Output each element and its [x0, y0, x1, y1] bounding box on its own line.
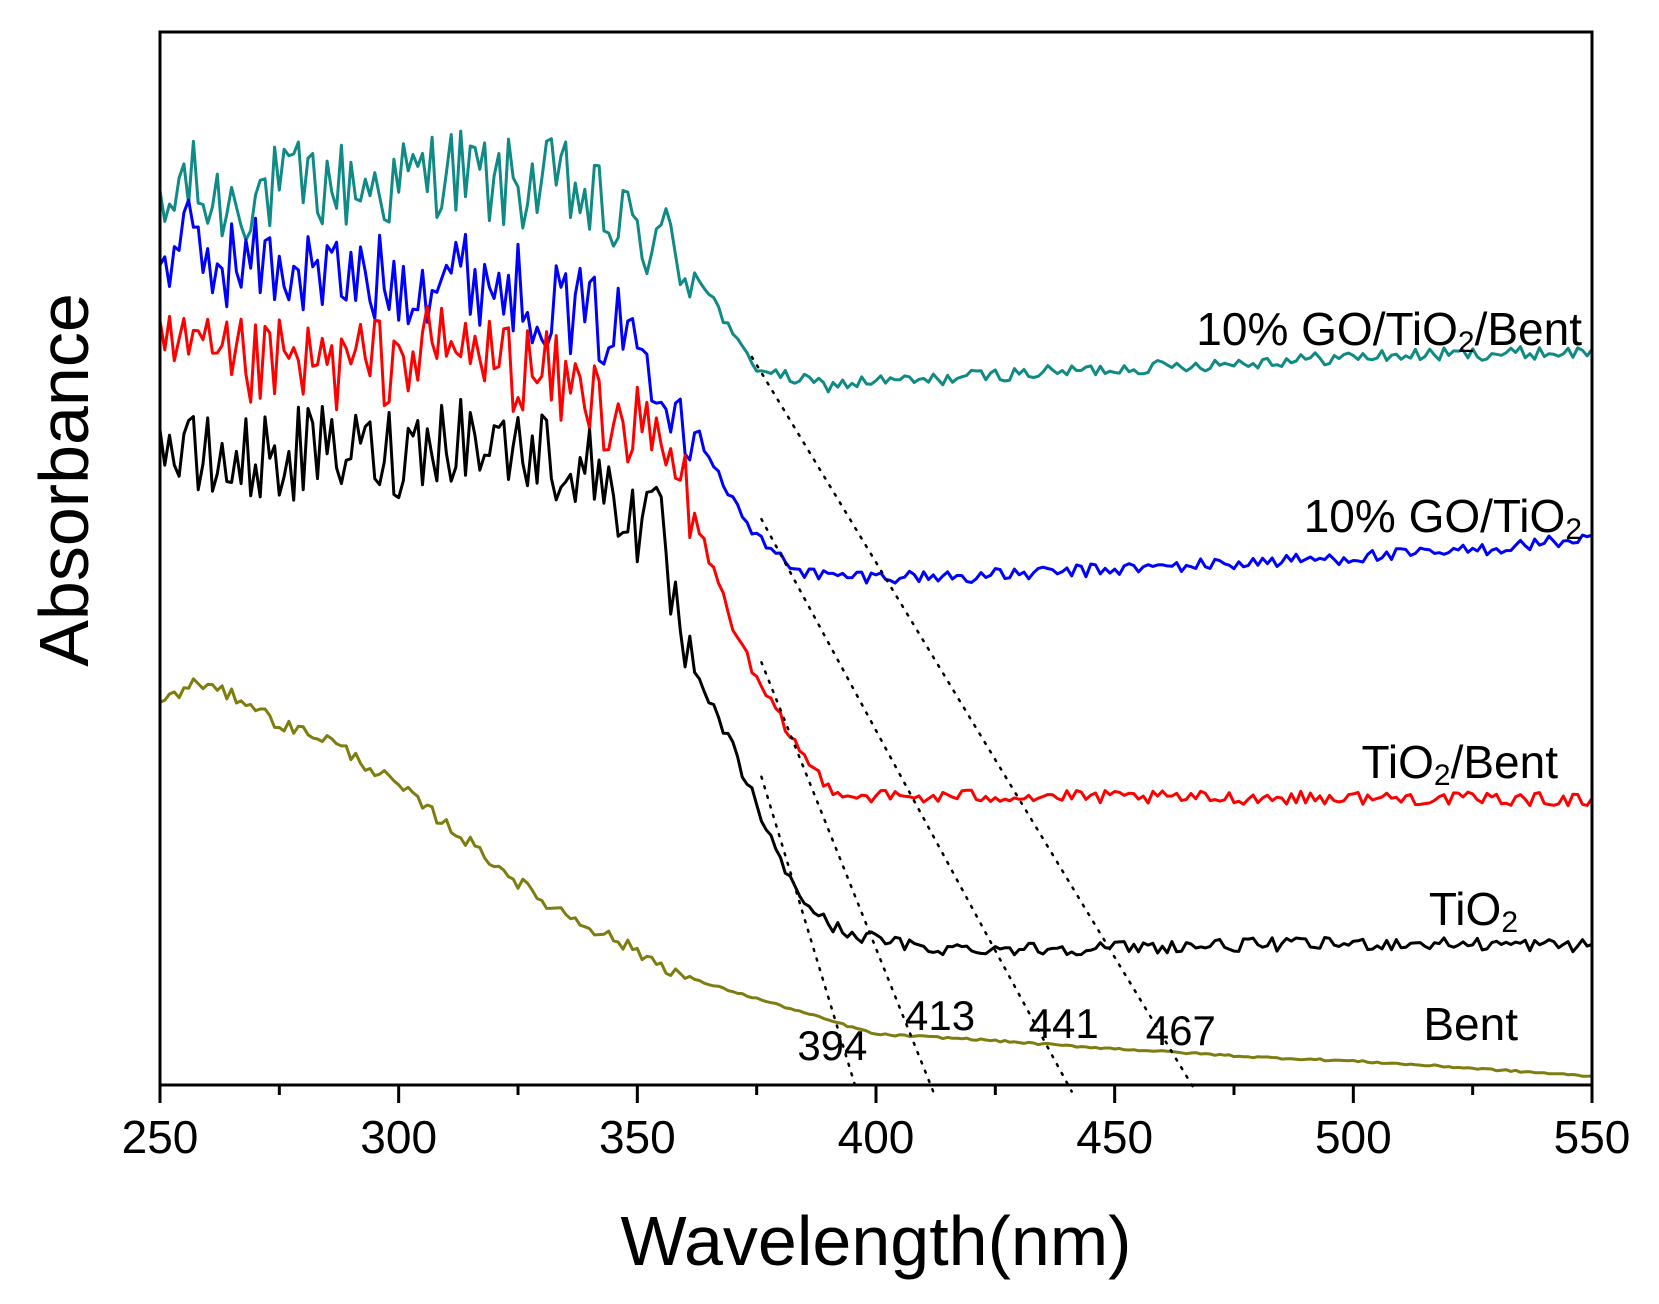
tangent-lines-group — [750, 355, 1198, 1093]
tangent-line-3 — [750, 355, 1198, 1093]
band-edge-label: 394 — [797, 1022, 867, 1069]
series-label-tail: /Bent — [1475, 303, 1583, 355]
series-label-0: 10% GO/TiO2/Bent — [1196, 303, 1582, 359]
band-edge-label: 467 — [1146, 1007, 1216, 1054]
x-tick-label: 450 — [1076, 1111, 1153, 1163]
x-axis-title: Wavelength(nm) — [621, 1202, 1132, 1280]
edge-annotations-group: 394 413 441 467 — [797, 992, 1216, 1069]
x-ticks-group: 250 300 350 400 450 500 550 — [122, 1085, 1631, 1163]
series-label-main: TiO — [1429, 883, 1501, 935]
x-tick-label: 300 — [360, 1111, 437, 1163]
series-label-main: 10% GO/TiO — [1196, 303, 1458, 355]
series-label-tail: /Bent — [1451, 736, 1559, 788]
series-label-2: TiO2/Bent — [1361, 736, 1558, 792]
series-label-subscript: 2 — [1458, 326, 1475, 359]
series-label-main: TiO — [1361, 736, 1433, 788]
series-line-4 — [159, 677, 1593, 1078]
series-label-1: 10% GO/TiO2 — [1304, 490, 1582, 546]
series-line-0 — [158, 129, 1594, 394]
series-label-main: 10% GO/TiO — [1304, 490, 1566, 542]
series-label-subscript: 2 — [1565, 513, 1582, 546]
band-edge-label: 441 — [1029, 1000, 1099, 1047]
band-edge-label: 413 — [905, 992, 975, 1039]
series-label-subscript: 2 — [1434, 759, 1451, 792]
x-tick-label: 350 — [599, 1111, 676, 1163]
series-label-3: TiO2 — [1429, 883, 1518, 939]
series-group — [158, 129, 1594, 1078]
series-label-4: Bent — [1423, 998, 1518, 1050]
x-tick-label: 500 — [1315, 1111, 1392, 1163]
series-label-main: Bent — [1423, 998, 1518, 1050]
y-axis-title: Absorbance — [25, 293, 103, 667]
x-tick-label: 250 — [122, 1111, 199, 1163]
x-tick-label: 400 — [838, 1111, 915, 1163]
series-line-2 — [158, 304, 1594, 808]
series-line-3 — [158, 397, 1593, 957]
x-tick-label: 550 — [1554, 1111, 1631, 1163]
tangent-line-1 — [760, 660, 935, 1093]
series-label-subscript: 2 — [1501, 906, 1518, 939]
tangent-line-2 — [760, 517, 1073, 1093]
series-line-1 — [158, 198, 1593, 585]
